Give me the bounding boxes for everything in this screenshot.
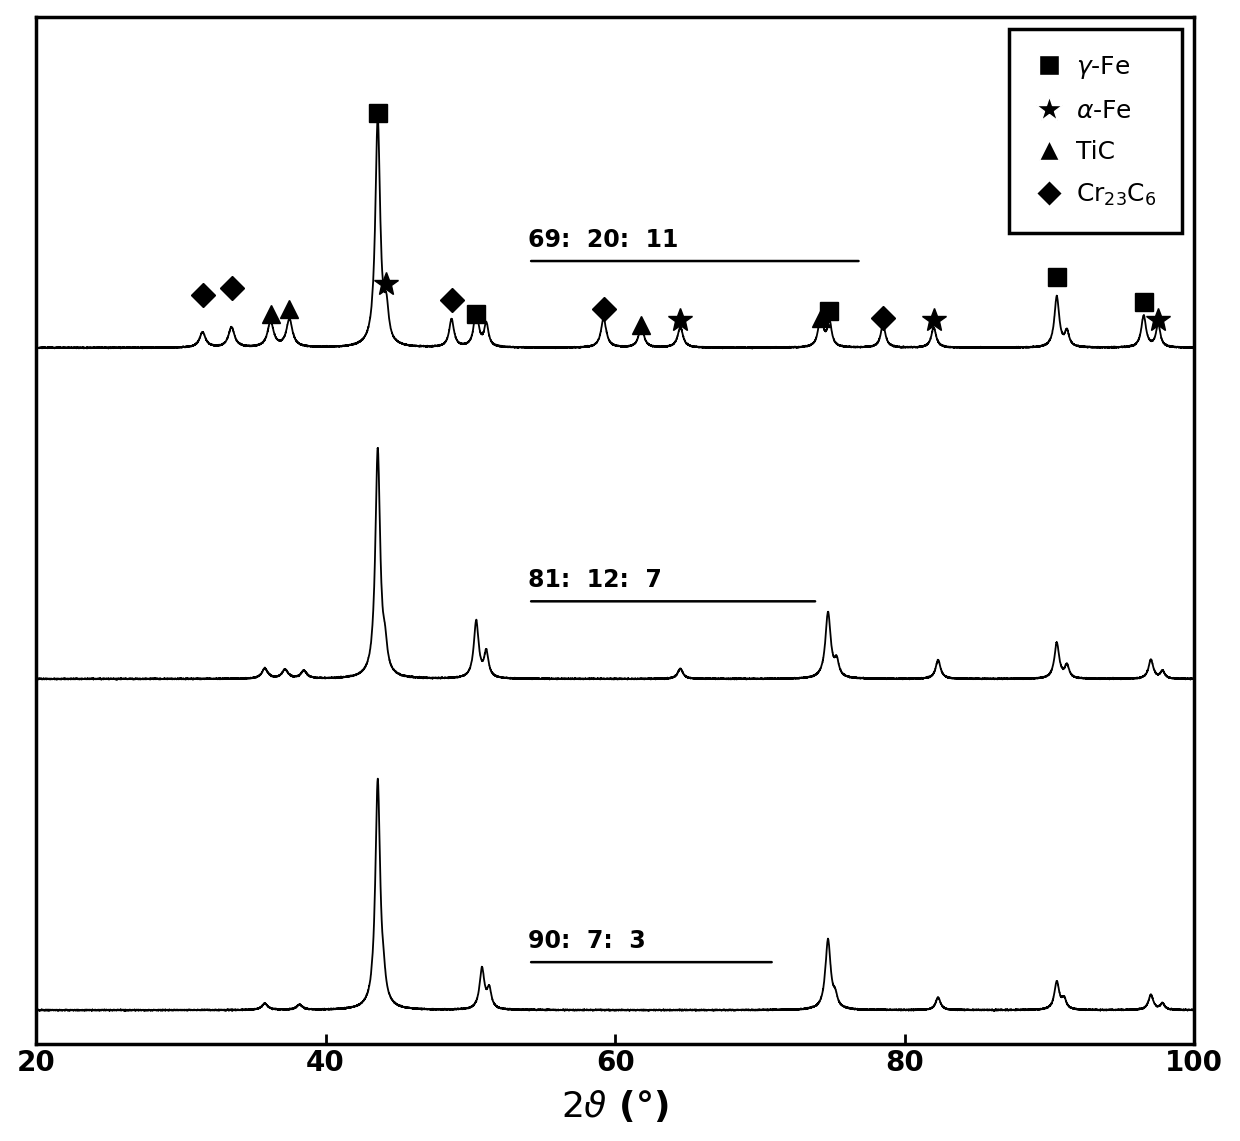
X-axis label: $2\vartheta$ (°): $2\vartheta$ (°)	[562, 1089, 670, 1124]
Text: 90:  7:  3: 90: 7: 3	[528, 929, 646, 953]
Text: 81:  12:  7: 81: 12: 7	[528, 568, 662, 592]
Text: 69:  20:  11: 69: 20: 11	[528, 228, 678, 252]
Legend: $\gamma$-Fe, $\alpha$-Fe, TiC, Cr$_{23}$C$_6$: $\gamma$-Fe, $\alpha$-Fe, TiC, Cr$_{23}$…	[1008, 30, 1182, 233]
